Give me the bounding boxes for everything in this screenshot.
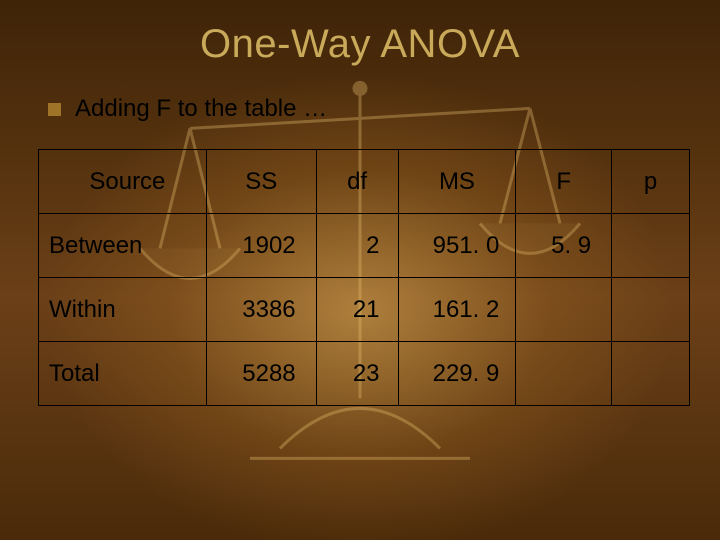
cell-df: 21 bbox=[316, 278, 398, 342]
cell-ss: 3386 bbox=[206, 278, 316, 342]
slide-content: One-Way ANOVA Adding F to the table … So… bbox=[0, 0, 720, 540]
cell-p bbox=[612, 342, 690, 406]
col-header-df: df bbox=[316, 150, 398, 214]
table-header-row: Source SS df MS F p bbox=[39, 150, 690, 214]
cell-p bbox=[612, 214, 690, 278]
bullet-item: Adding F to the table … bbox=[0, 95, 720, 123]
col-header-p: p bbox=[612, 150, 690, 214]
col-header-f: F bbox=[516, 150, 612, 214]
cell-ms: 951. 0 bbox=[398, 214, 516, 278]
bullet-text: Adding F to the table … bbox=[75, 95, 327, 123]
col-header-source: Source bbox=[39, 150, 207, 214]
cell-f bbox=[516, 342, 612, 406]
slide-title: One-Way ANOVA bbox=[0, 0, 720, 95]
cell-ss: 1902 bbox=[206, 214, 316, 278]
cell-ms: 161. 2 bbox=[398, 278, 516, 342]
cell-ms: 229. 9 bbox=[398, 342, 516, 406]
cell-f: 5. 9 bbox=[516, 214, 612, 278]
bullet-marker bbox=[48, 103, 61, 116]
table-row: Total 5288 23 229. 9 bbox=[39, 342, 690, 406]
col-header-ms: MS bbox=[398, 150, 516, 214]
cell-source: Within bbox=[39, 278, 207, 342]
table-row: Within 3386 21 161. 2 bbox=[39, 278, 690, 342]
cell-f bbox=[516, 278, 612, 342]
cell-df: 23 bbox=[316, 342, 398, 406]
cell-ss: 5288 bbox=[206, 342, 316, 406]
cell-source: Total bbox=[39, 342, 207, 406]
col-header-ss: SS bbox=[206, 150, 316, 214]
cell-df: 2 bbox=[316, 214, 398, 278]
table-row: Between 1902 2 951. 0 5. 9 bbox=[39, 214, 690, 278]
cell-p bbox=[612, 278, 690, 342]
cell-source: Between bbox=[39, 214, 207, 278]
anova-table: Source SS df MS F p Between 1902 2 951. … bbox=[38, 149, 690, 406]
